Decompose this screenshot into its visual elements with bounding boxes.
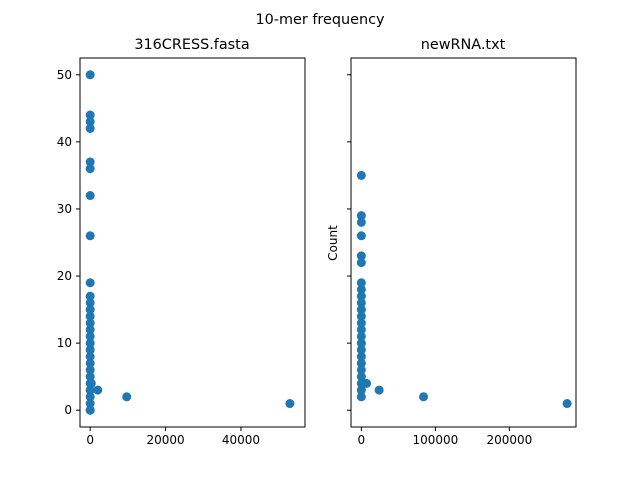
scatter-point (85, 405, 95, 415)
scatter-point (85, 338, 95, 348)
figure-suptitle: 10-mer frequency (255, 12, 385, 28)
scatter-point (374, 385, 384, 395)
axes-frame (350, 57, 577, 428)
scatter-point (85, 231, 95, 241)
scatter-point (356, 352, 366, 362)
scatter-point (85, 352, 95, 362)
subplot-left-title: 316CRESS.fasta (134, 37, 249, 53)
scatter-point (356, 298, 366, 308)
scatter-point (86, 378, 96, 388)
scatter-point (85, 70, 95, 80)
scatter-point (85, 110, 95, 120)
y-tick-label: 50 (57, 68, 72, 82)
y-tick-label: 0 (64, 403, 72, 417)
scatter-point (356, 325, 366, 335)
scatter-point (85, 372, 95, 382)
scatter-point (356, 258, 366, 268)
scatter-point (356, 358, 366, 368)
y-tick-label: 20 (57, 269, 72, 283)
scatter-point (85, 318, 95, 328)
subplot-right-ylabel: Count (326, 225, 340, 261)
scatter-point (356, 251, 366, 261)
scatter-point (356, 170, 366, 180)
scatter-point (85, 117, 95, 127)
scatter-point (356, 338, 366, 348)
scatter-point (85, 399, 95, 409)
x-tick-label: 20000 (146, 433, 184, 447)
scatter-point (356, 211, 366, 221)
x-tick-label: 200000 (486, 433, 532, 447)
scatter-point (285, 399, 295, 409)
scatter-point (562, 399, 572, 409)
y-tick-label: 30 (57, 202, 72, 216)
scatter-point (85, 345, 95, 355)
scatter-point (85, 331, 95, 341)
scatter-point (85, 278, 95, 288)
y-tick-label: 10 (57, 336, 72, 350)
scatter-point (356, 284, 366, 294)
scatter-point (356, 385, 366, 395)
scatter-point (85, 298, 95, 308)
subplot-right-plot-area: 0 100000 200000 (347, 57, 577, 447)
scatter-point (356, 392, 366, 402)
scatter-point (419, 392, 429, 402)
scatter-point (85, 157, 95, 167)
scatter-point (356, 217, 366, 227)
scatter-point (85, 164, 95, 174)
scatter-point (356, 311, 366, 321)
subplot-left: 316CRESS.fasta 0 20000 40000 0 10 20 30 40 50 (57, 37, 306, 447)
scatter-point (85, 311, 95, 321)
scatter-point (356, 345, 366, 355)
scatter-point (85, 291, 95, 301)
scatter-point (93, 385, 103, 395)
subplot-left-plot-area: 0 20000 40000 0 10 20 30 40 50 (57, 57, 306, 447)
scatter-point (356, 278, 366, 288)
scatter-point (85, 358, 95, 368)
scatter-point (85, 123, 95, 133)
axes-frame (79, 57, 306, 428)
x-tick-label: 0 (86, 433, 94, 447)
scatter-point (356, 331, 366, 341)
scatter-point (85, 191, 95, 201)
scatter-point (85, 392, 95, 402)
y-tick-label: 40 (57, 135, 72, 149)
scatter-point (362, 378, 372, 388)
scatter-point (85, 325, 95, 335)
scatter-point (356, 318, 366, 328)
x-tick-label: 100000 (412, 433, 458, 447)
scatter-point (356, 305, 366, 315)
subplot-right: newRNA.txt Count 0 100000 200000 (326, 37, 577, 447)
subplot-right-title: newRNA.txt (421, 37, 506, 53)
scatter-point (356, 365, 366, 375)
scatter-point (85, 385, 95, 395)
scatter-point (85, 365, 95, 375)
scatter-point (356, 372, 366, 382)
scatter-point (356, 291, 366, 301)
x-tick-label: 0 (358, 433, 366, 447)
x-tick-label: 40000 (222, 433, 260, 447)
scatter-point (356, 231, 366, 241)
scatter-point (85, 305, 95, 315)
scatter-point (122, 392, 132, 402)
